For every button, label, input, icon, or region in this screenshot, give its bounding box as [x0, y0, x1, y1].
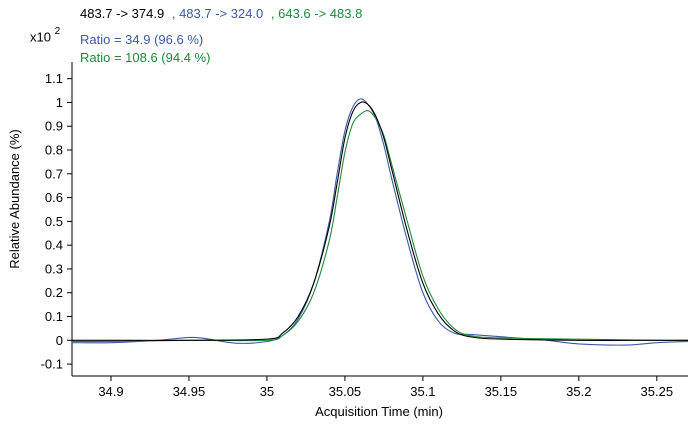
series-group	[71, 98, 688, 346]
y-tick-label: 0.6	[45, 190, 63, 205]
y-tick-label: 0.5	[45, 214, 63, 229]
y-axis-label: Relative Abundance (%)	[7, 129, 22, 268]
legend-entry-1: 483.7 -> 374.9	[80, 6, 165, 21]
exponent-base: x10	[30, 29, 51, 45]
x-tick-label: 35	[260, 384, 274, 399]
exponent-power: 2	[54, 26, 61, 37]
y-tick-label: 1	[56, 95, 63, 110]
y-tick-label: 0.1	[45, 309, 63, 324]
y-tick-label: 0.9	[45, 119, 63, 134]
axes: -0.1 0 0.1 0.2 0.3 0.4 0.5 0.6 0.7 0.8 0.9 1 1.1 34.9…	[41, 62, 688, 399]
x-tick-label: 35.25	[641, 384, 674, 399]
x-tick-label: 35.15	[485, 384, 518, 399]
legend-entry-3: , 643.6 -> 483.8	[270, 6, 363, 21]
y-tick-label: 0.2	[45, 285, 63, 300]
y-tick-label: 1.1	[45, 71, 63, 86]
x-tick-label: 35.05	[329, 384, 362, 399]
y-tick-label: -0.1	[41, 357, 63, 372]
x-tick-label: 35.1	[410, 384, 435, 399]
x-tick-label: 35.2	[566, 384, 591, 399]
y-tick-label: 0.7	[45, 166, 63, 181]
ratio-label-2: Ratio = 108.6 (94.4 %)	[80, 50, 211, 65]
y-axis-exponent: x10 2	[30, 26, 61, 45]
chart-legend: 483.7 -> 374.9 , 483.7 -> 324.0 , 643.6 …	[80, 6, 362, 21]
x-tick-label: 34.95	[173, 384, 206, 399]
x-axis-label: Acquisition Time (min)	[315, 404, 443, 419]
y-tick-label: 0.8	[45, 143, 63, 158]
x-tick-label: 34.9	[98, 384, 123, 399]
series-line-483-374	[72, 101, 688, 341]
ratio-label-1: Ratio = 34.9 (96.6 %)	[80, 32, 204, 47]
y-tick-label: 0.4	[45, 238, 63, 253]
y-tick-label: 0	[56, 333, 63, 348]
series-line-643-483	[71, 110, 688, 343]
y-tick-label: 0.3	[45, 261, 63, 276]
legend-entry-2: , 483.7 -> 324.0	[171, 6, 264, 21]
series-line-483-324	[71, 98, 688, 346]
